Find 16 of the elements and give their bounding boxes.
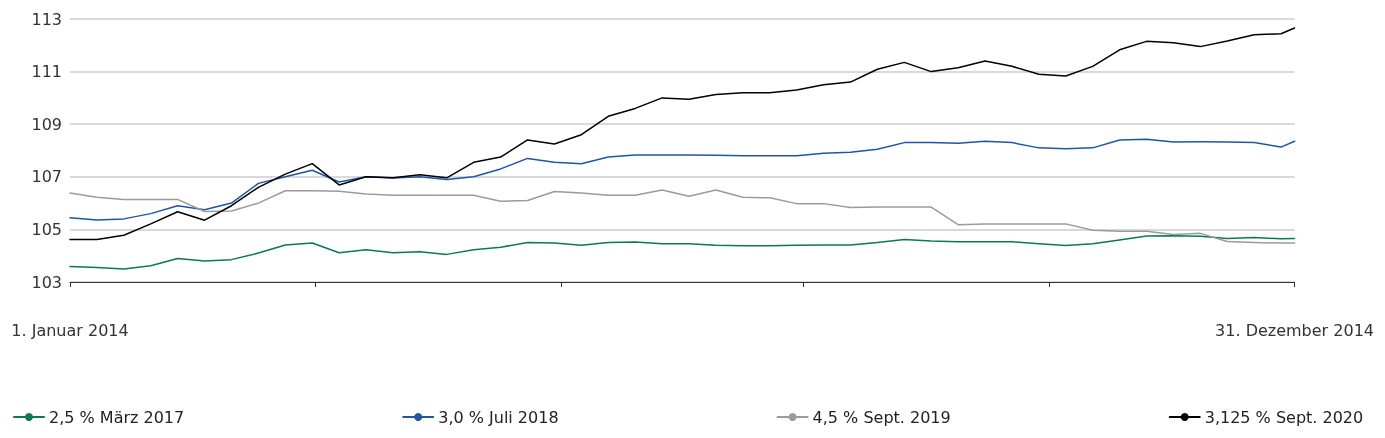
legend-label: 3,125 % Sept. 2020 [1204, 407, 1364, 427]
y-tick-label: 111 [31, 62, 62, 82]
y-tick-label: 103 [31, 272, 62, 292]
y-tick-label: 107 [31, 167, 62, 187]
legend-label: 3,0 % Juli 2018 [438, 407, 559, 427]
line-series [69, 138, 1296, 221]
line-series [69, 234, 1296, 270]
x-tick-label: 1. Januar 2014 [11, 320, 129, 340]
x-tick-label: 31. Dezember 2014 [1215, 320, 1374, 340]
y-tick-label: 109 [31, 114, 62, 134]
y-tick-label: 113 [31, 9, 62, 29]
legend-label: 2,5 % März 2017 [49, 407, 185, 427]
y-tick-label: 105 [31, 219, 62, 239]
line-series [69, 189, 1296, 244]
legend-label: 4,5 % Sept. 2019 [812, 407, 951, 427]
line-series [69, 27, 1296, 241]
